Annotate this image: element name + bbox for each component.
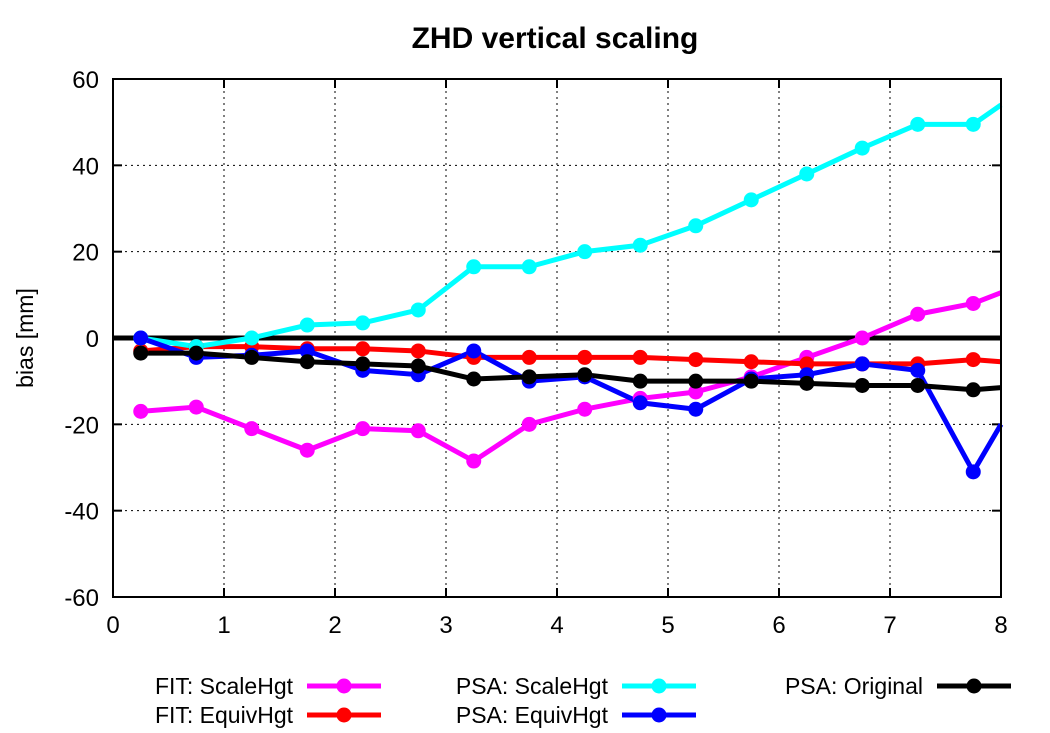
series-point-2	[466, 259, 482, 275]
series-point-2	[244, 330, 260, 346]
series-point-2	[743, 192, 759, 208]
series-point-0	[244, 421, 260, 437]
x-tick-label: 2	[328, 612, 341, 639]
series-point-0	[410, 423, 426, 439]
legend-label: PSA: EquivHgt	[456, 702, 609, 728]
x-tick-label: 4	[550, 612, 563, 639]
x-tick-label: 0	[106, 612, 119, 639]
series-point-2	[688, 218, 704, 234]
series-point-3	[133, 330, 149, 346]
series-point-1	[577, 349, 593, 365]
series-point-2	[854, 140, 870, 156]
series-point-3	[299, 343, 315, 359]
x-tick-label: 8	[994, 612, 1007, 639]
y-tick-label: -40	[64, 499, 99, 526]
series-point-1	[521, 349, 537, 365]
series-point-0	[965, 295, 981, 311]
series-point-0	[188, 399, 204, 415]
series-point-1	[410, 343, 426, 359]
chart-title: ZHD vertical scaling	[412, 22, 699, 55]
y-axis-label: bias [mm]	[12, 288, 38, 388]
series-point-1	[743, 354, 759, 370]
x-tick-label: 7	[883, 612, 896, 639]
series-point-3	[965, 464, 981, 480]
y-tick-label: 20	[72, 240, 99, 267]
series-point-1	[688, 352, 704, 368]
series-point-4	[299, 354, 315, 370]
series-points	[133, 116, 981, 480]
series-point-3	[632, 395, 648, 411]
series-point-2	[632, 237, 648, 253]
legend-swatch-marker	[966, 678, 982, 694]
y-tick-label: -60	[64, 585, 99, 612]
series-lines	[139, 102, 1004, 475]
plot-frame	[112, 78, 1002, 598]
x-tick-label: 3	[439, 612, 452, 639]
series-point-0	[299, 442, 315, 458]
y-tick-label: 60	[72, 67, 99, 94]
series-point-0	[688, 384, 704, 400]
series-point-2	[355, 315, 371, 331]
legend-label: FIT: ScaleHgt	[155, 673, 294, 699]
y-tick-label: 40	[72, 153, 99, 180]
series-point-4	[854, 377, 870, 393]
series-point-4	[410, 358, 426, 374]
series-point-4	[355, 356, 371, 372]
legend-swatch-marker	[651, 678, 667, 694]
series-point-1	[632, 349, 648, 365]
series-point-2	[299, 317, 315, 333]
legend-label: PSA: ScaleHgt	[456, 673, 609, 699]
series-point-4	[466, 371, 482, 387]
series-point-2	[965, 116, 981, 132]
series-point-4	[244, 349, 260, 365]
series-point-1	[799, 356, 815, 372]
y-tick-label: 0	[86, 326, 99, 353]
series-point-3	[688, 401, 704, 417]
legend-swatch-marker	[336, 707, 352, 723]
series-point-4	[688, 373, 704, 389]
x-tick-label: 6	[772, 612, 785, 639]
series-point-4	[577, 367, 593, 383]
series-point-1	[355, 341, 371, 357]
series-point-2	[577, 244, 593, 260]
legend: FIT: ScaleHgt FIT: EquivHgt PSA: ScaleHgt P…	[155, 673, 1011, 728]
series-point-3	[854, 356, 870, 372]
series-point-3	[910, 362, 926, 378]
series-point-4	[521, 369, 537, 385]
x-tick-label: 1	[217, 612, 230, 639]
series-point-2	[521, 259, 537, 275]
series-point-4	[799, 375, 815, 391]
series-point-1	[965, 352, 981, 368]
series-point-0	[133, 403, 149, 419]
series-point-4	[743, 373, 759, 389]
series-point-4	[910, 377, 926, 393]
series-point-0	[854, 330, 870, 346]
legend-label: PSA: Original	[785, 673, 923, 699]
series-point-0	[577, 401, 593, 417]
legend-swatch-marker	[651, 707, 667, 723]
series-point-0	[355, 421, 371, 437]
series-line-2	[140, 102, 1003, 350]
series-point-2	[910, 116, 926, 132]
series-point-0	[910, 306, 926, 322]
series-point-4	[188, 345, 204, 361]
axis-ticks: 0 1 2 3 4 5 6 7 8 -60 -40 -20 0 20 40 60	[64, 67, 1007, 639]
x-tick-label: 5	[661, 612, 674, 639]
series-point-2	[799, 166, 815, 182]
series-point-3	[466, 343, 482, 359]
series-point-4	[965, 382, 981, 398]
series-point-0	[466, 453, 482, 469]
series-point-2	[410, 302, 426, 318]
series-point-0	[521, 416, 537, 432]
y-tick-label: -20	[64, 412, 99, 439]
series-point-4	[632, 373, 648, 389]
series-point-4	[133, 345, 149, 361]
legend-swatch-marker	[336, 678, 352, 694]
legend-label: FIT: EquivHgt	[155, 702, 294, 728]
